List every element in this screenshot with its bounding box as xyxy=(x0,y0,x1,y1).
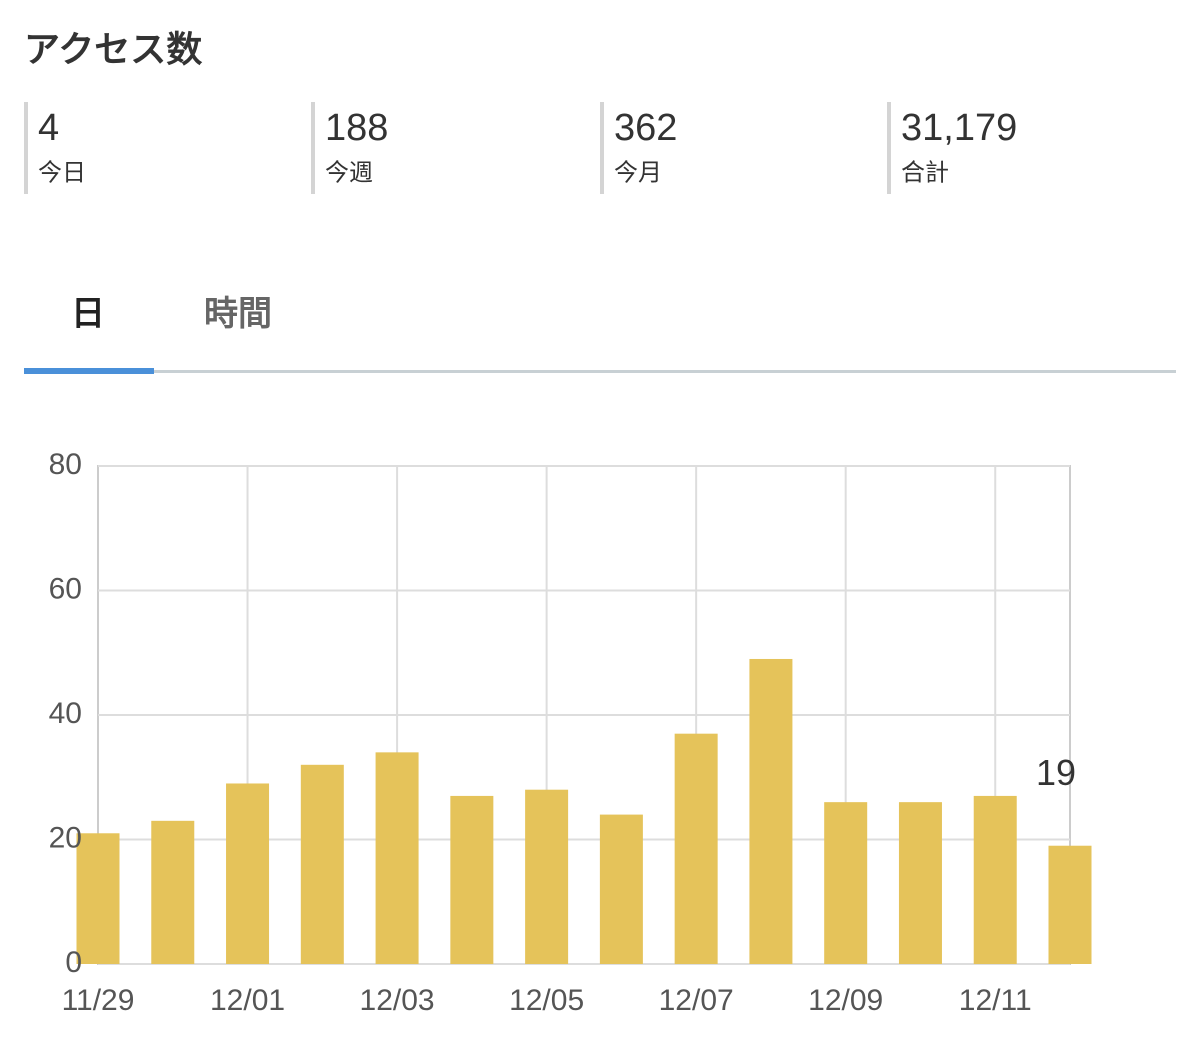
y-tick-label: 0 xyxy=(65,946,82,979)
x-tick-label: 12/05 xyxy=(509,984,584,1017)
stat-value: 362 xyxy=(614,107,677,149)
y-tick-label: 60 xyxy=(49,572,82,605)
stat-label: 合計 xyxy=(901,159,949,186)
stat-label: 今日 xyxy=(38,159,86,186)
bar xyxy=(226,783,270,964)
x-tick-label: 12/11 xyxy=(959,984,1032,1017)
bar xyxy=(375,752,419,964)
chart: 11/29 12/01 12/03 12/05 12/07 12/09 12/11 19 0 20… xyxy=(49,448,1092,1017)
stat-value: 31,179 xyxy=(901,107,1017,149)
stat-divider xyxy=(887,102,891,194)
bar xyxy=(450,795,494,964)
value-label: 19 xyxy=(1036,752,1076,793)
stat-label: 今週 xyxy=(325,159,373,186)
x-tick-label: 11/29 xyxy=(62,984,135,1017)
tab[interactable]: 日 xyxy=(71,295,105,333)
y-tick-label: 20 xyxy=(49,821,82,854)
bar xyxy=(824,802,868,964)
bar xyxy=(151,820,195,964)
bar xyxy=(749,658,793,964)
stat-label: 今月 xyxy=(614,159,662,186)
x-tick-label: 12/01 xyxy=(210,984,285,1017)
x-tick-label: 12/09 xyxy=(808,984,883,1017)
x-tick-label: 12/03 xyxy=(360,984,435,1017)
bar xyxy=(76,833,120,964)
tab-indicator xyxy=(24,368,154,374)
bar xyxy=(300,764,344,964)
y-tick-label: 80 xyxy=(49,448,82,481)
bar xyxy=(599,814,643,964)
stats: 4 今日 188 今週 362 今月 31,179 合計 xyxy=(24,102,1017,194)
stat-divider xyxy=(311,102,315,194)
bar xyxy=(674,733,718,964)
bar xyxy=(525,789,569,964)
stat-divider xyxy=(24,102,28,194)
stat-divider xyxy=(600,102,604,194)
bar xyxy=(973,795,1017,964)
stat-value: 188 xyxy=(325,107,388,149)
stat-value: 4 xyxy=(38,107,59,149)
section-title: アクセス数 xyxy=(24,29,202,70)
bar xyxy=(898,802,942,964)
y-tick-label: 40 xyxy=(49,697,82,730)
tab[interactable]: 時間 xyxy=(204,295,272,333)
tab-rule xyxy=(154,370,1176,373)
bar xyxy=(1048,845,1092,964)
x-tick-label: 12/07 xyxy=(659,984,734,1017)
